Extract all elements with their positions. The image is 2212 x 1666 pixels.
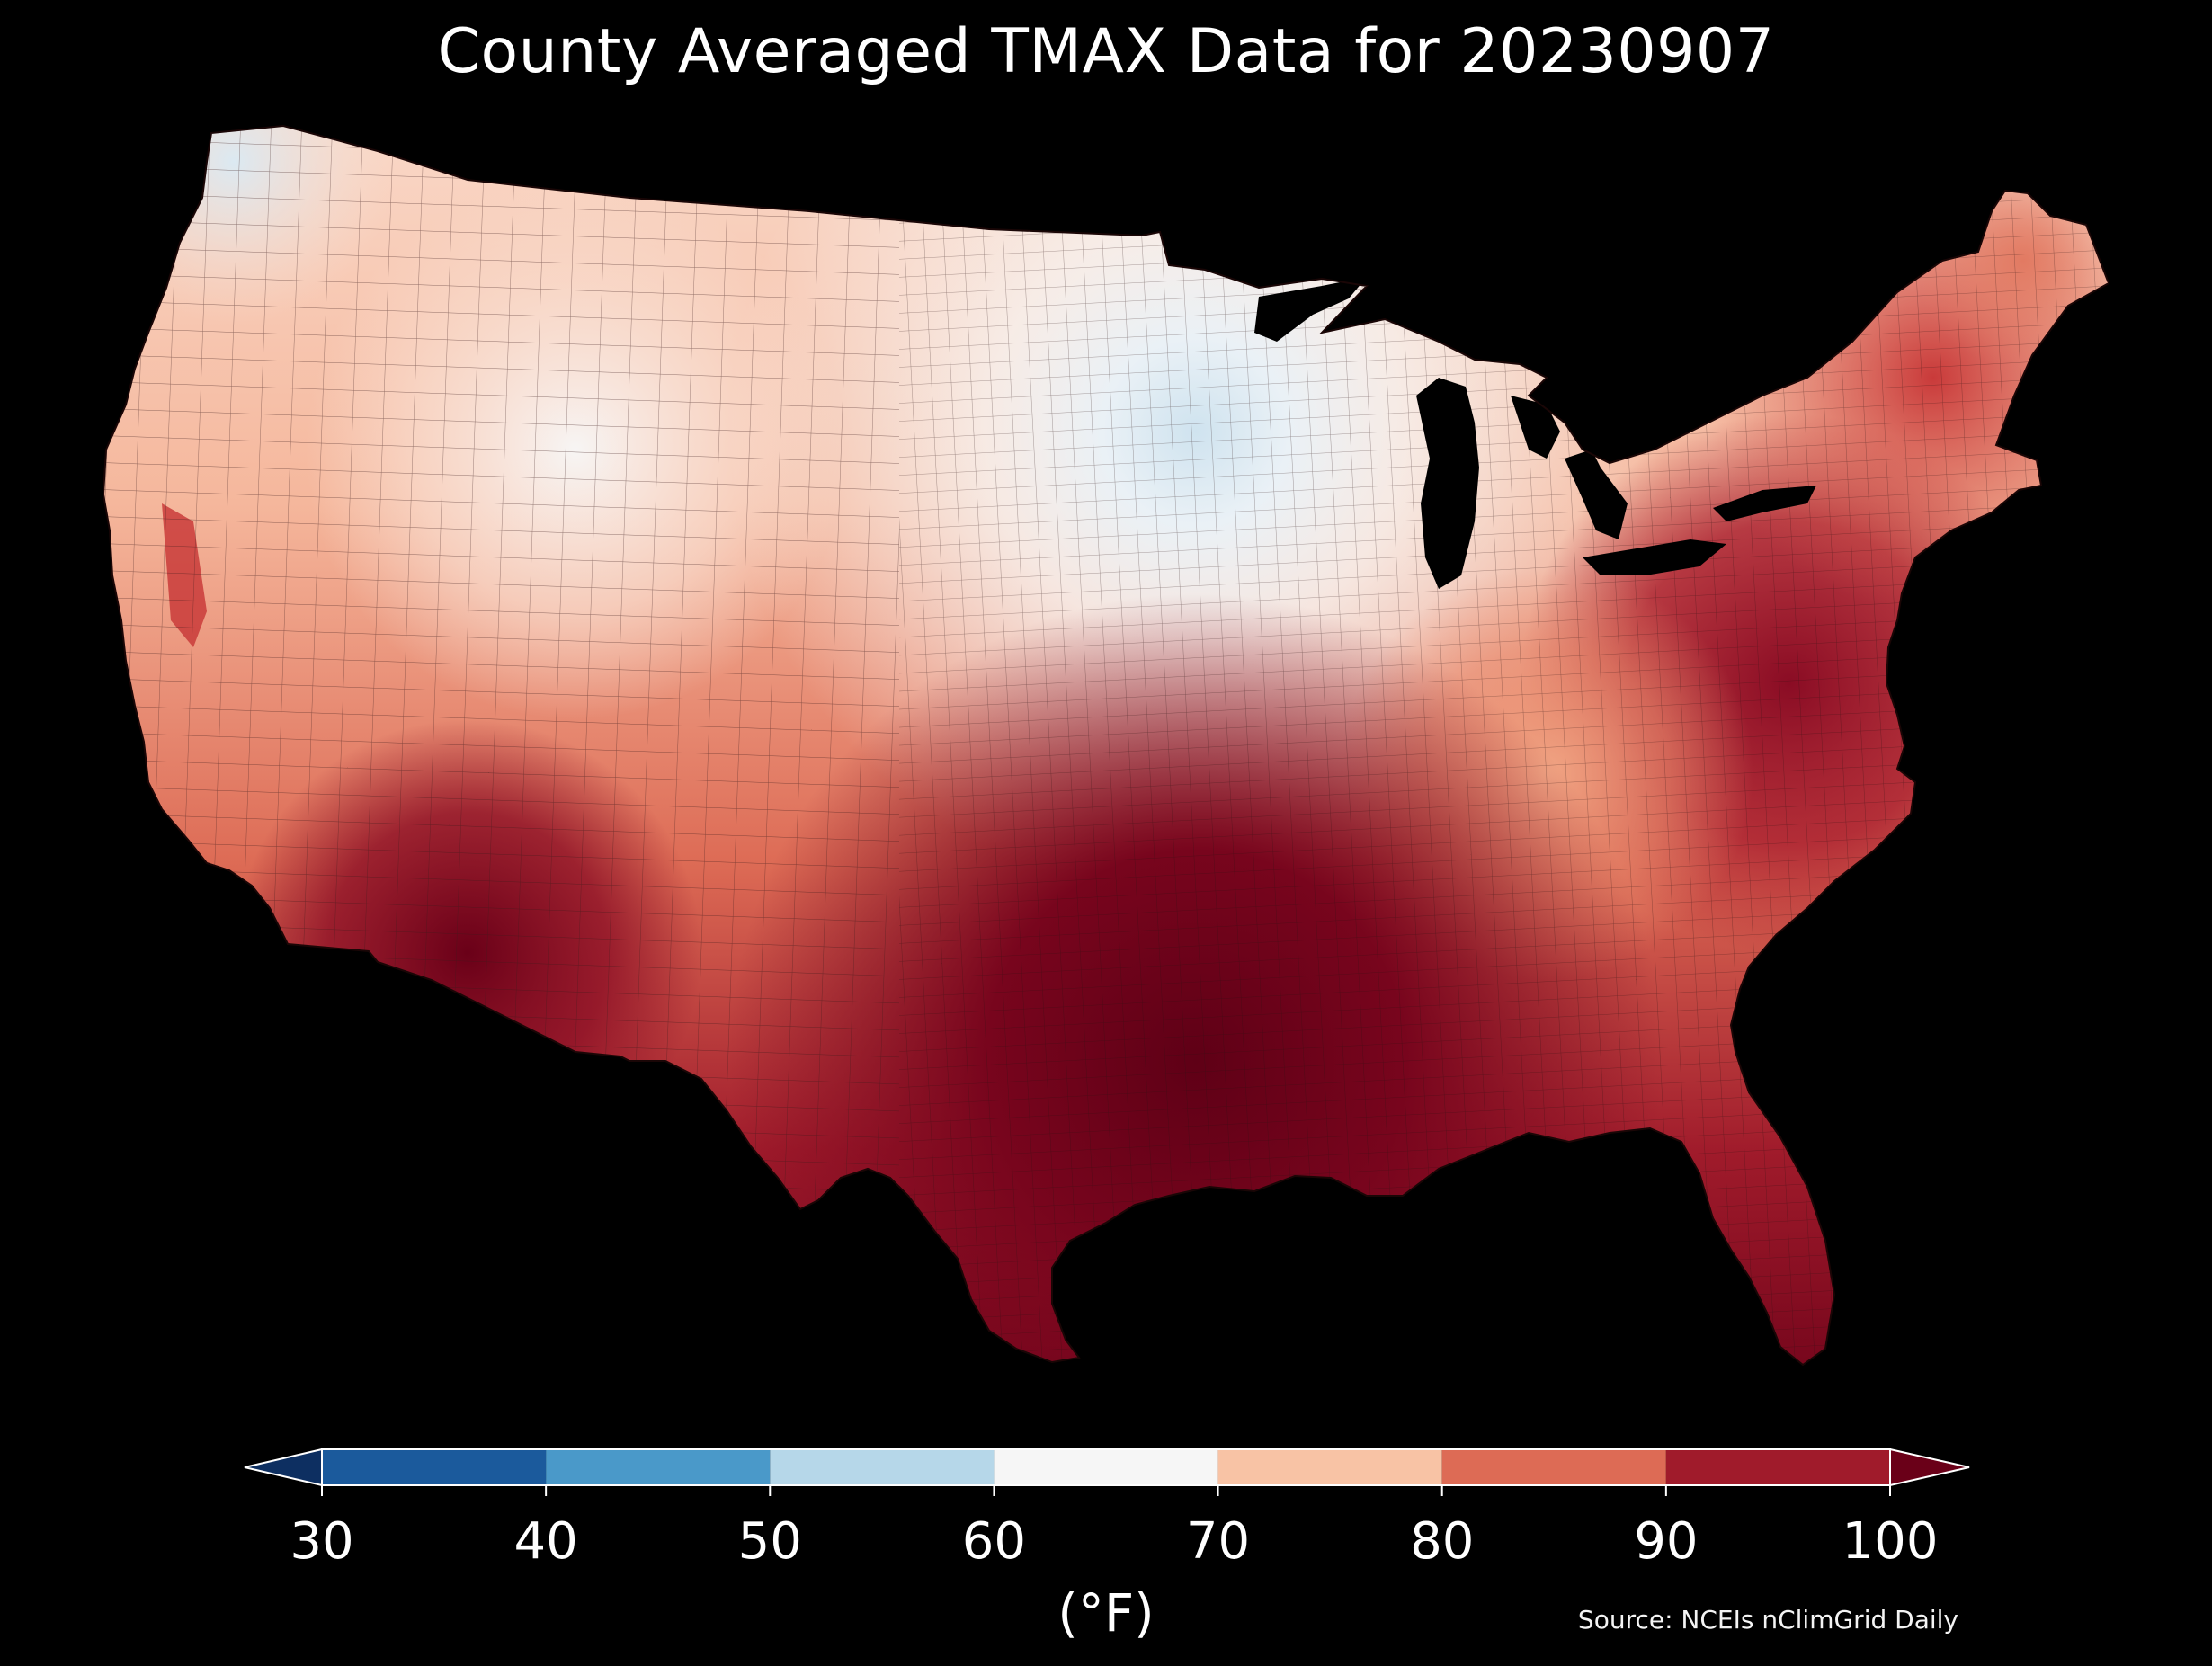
- colorbar-tick-label-80: 80: [1410, 1512, 1475, 1571]
- great-lakes: [1254, 277, 1816, 589]
- colorbar-tick-label-50: 50: [737, 1512, 802, 1571]
- colorbar-under-arrow: [244, 1448, 323, 1487]
- colorbar-tick-label-30: 30: [290, 1512, 354, 1571]
- conus-outline: [102, 124, 2110, 1367]
- colorbar-bin-80-90: [1441, 1449, 1666, 1485]
- colorbar-bin-90-100: [1665, 1449, 1890, 1485]
- colorbar-tick-label-70: 70: [1185, 1512, 1251, 1571]
- source-note: Source: NCEIs nClimGrid Daily: [1577, 1605, 1958, 1635]
- colorbar-unit-label: (°F): [1057, 1582, 1155, 1644]
- colorbar-tick-label-100: 100: [1842, 1512, 1939, 1571]
- colorbar-bin-70-80: [1217, 1449, 1442, 1485]
- colorbar-frame: [321, 1448, 1891, 1486]
- colorbar-bin-40-50: [546, 1449, 771, 1485]
- colorbar-over-arrow: [1889, 1448, 1970, 1487]
- colorbar-tick-label-40: 40: [513, 1512, 578, 1571]
- colorbar-bin-30-40: [322, 1449, 547, 1485]
- conus-temperature-map: [102, 124, 2110, 1367]
- colorbar-tick-label-60: 60: [961, 1512, 1027, 1571]
- map-title: County Averaged TMAX Data for 20230907: [437, 16, 1775, 87]
- colorbar-tick-label-90: 90: [1634, 1512, 1699, 1571]
- colorbar-bin-60-70: [994, 1449, 1218, 1485]
- colorbar-bin-50-60: [770, 1449, 995, 1485]
